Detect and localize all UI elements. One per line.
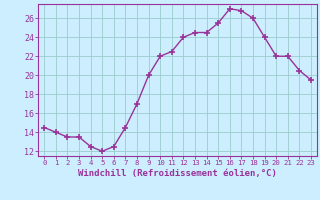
X-axis label: Windchill (Refroidissement éolien,°C): Windchill (Refroidissement éolien,°C): [78, 169, 277, 178]
